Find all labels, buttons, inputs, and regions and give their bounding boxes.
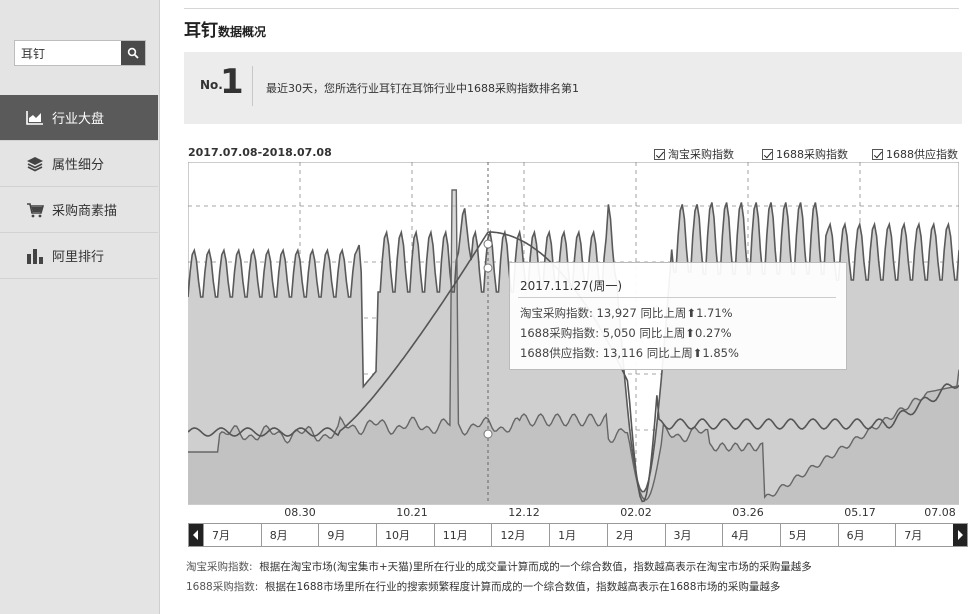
x-tick-label: 10.21	[396, 506, 428, 519]
timeline-slider[interactable]: 7月 8月 9月 10月 11月 12月 1月 2月 3月 4月 5月 6月 7月	[188, 523, 968, 547]
search-input[interactable]	[15, 41, 123, 65]
timeline-month[interactable]: 11月	[433, 524, 492, 546]
bar-chart-icon	[26, 248, 44, 264]
legend-label: 1688供应指数	[886, 148, 958, 161]
timeline-month[interactable]: 5月	[779, 524, 838, 546]
hover-marker	[483, 263, 493, 273]
rank-no-label: No.	[200, 78, 223, 92]
note-1688-purchase: 1688采购指数: 根据在1688市场里所在行业的搜索频繁程度计算而成的一个综合…	[186, 579, 780, 594]
note-text: 根据在1688市场里所在行业的搜索频繁程度计算而成的一个综合数值，指数越高表示在…	[264, 581, 781, 593]
timeline-month[interactable]: 7月	[203, 524, 261, 546]
chart-tooltip: 2017.11.27(周一) 淘宝采购指数: 13,927 同比上周⬆1.71%…	[509, 262, 847, 370]
tooltip-row-1688-supply: 1688供应指数: 13,116 同比上周⬆1.85%	[520, 345, 739, 361]
sidebar-item-attributes[interactable]: 属性细分	[0, 141, 158, 187]
x-tick-label: 03.26	[732, 506, 764, 519]
checkbox-checked-icon[interactable]	[872, 148, 883, 160]
page-title-sub: 数据概况	[218, 25, 267, 39]
arrow-up-icon: ⬆	[685, 326, 696, 340]
tooltip-label: 1688供应指数:	[520, 346, 600, 360]
sidebar-item-label: 采购商素描	[52, 204, 118, 219]
main-content: 耳钉数据概况 No. 1 最近30天，您所选行业耳钉在耳饰行业中1688采购指数…	[184, 0, 973, 614]
tooltip-label: 1688采购指数:	[520, 326, 600, 340]
timeline-month[interactable]: 3月	[664, 524, 723, 546]
sidebar-item-label: 行业大盘	[52, 112, 105, 127]
x-axis-labels: 08.30 10.21 12.12 02.02 03.26 05.17 07.08	[284, 506, 956, 519]
x-tick-label: 02.02	[620, 506, 652, 519]
tooltip-compare: 同比上周	[639, 326, 686, 340]
timeline-month[interactable]: 12月	[491, 524, 549, 546]
timeline-next-button[interactable]	[953, 524, 967, 546]
search-box	[14, 40, 146, 66]
sidebar: 行业大盘 属性细分 采购商素描 阿里排行	[0, 0, 160, 614]
legend-toggle-1688-purchase[interactable]: 1688采购指数	[762, 146, 848, 162]
x-tick-label: 12.12	[508, 506, 540, 519]
divider	[184, 8, 959, 9]
sidebar-item-industry-overview[interactable]: 行业大盘	[0, 95, 158, 141]
note-text: 根据在淘宝市场(淘宝集市+天猫)里所在行业的成交量计算而成的一个综合数值，指数越…	[259, 561, 812, 573]
divider	[252, 66, 253, 106]
hover-marker	[483, 239, 493, 249]
timeline-month[interactable]: 1月	[549, 524, 607, 546]
tooltip-value: 13,116	[602, 346, 644, 360]
legend-label: 1688采购指数	[776, 148, 848, 161]
tooltip-row-taobao: 淘宝采购指数: 13,927 同比上周⬆1.71%	[520, 305, 733, 321]
sidebar-item-label: 属性细分	[52, 158, 105, 173]
note-label: 1688采购指数:	[186, 581, 259, 593]
series-line-1688-supply	[188, 189, 959, 501]
area-chart-icon	[26, 110, 44, 126]
sidebar-item-ali-ranking[interactable]: 阿里排行	[0, 233, 158, 279]
rank-text: 最近30天，您所选行业耳钉在耳饰行业中1688采购指数排名第1	[266, 82, 579, 95]
legend-toggle-1688-supply[interactable]: 1688供应指数	[872, 146, 958, 162]
tooltip-pct: 1.71%	[696, 306, 733, 320]
rank-number: 1	[220, 62, 244, 102]
note-taobao: 淘宝采购指数: 根据在淘宝市场(淘宝集市+天猫)里所在行业的成交量计算而成的一个…	[186, 559, 812, 574]
legend-label: 淘宝采购指数	[668, 148, 734, 161]
timeline-month[interactable]: 2月	[606, 524, 665, 546]
series-area-1688-supply	[188, 190, 959, 504]
checkbox-checked-icon[interactable]	[654, 148, 665, 160]
rank-banner: No. 1 最近30天，您所选行业耳钉在耳饰行业中1688采购指数排名第1	[184, 52, 962, 124]
tooltip-date: 2017.11.27(周一)	[520, 279, 623, 293]
x-tick-label: 08.30	[284, 506, 316, 519]
cart-icon	[26, 202, 44, 218]
sidebar-item-buyer-profile[interactable]: 采购商素描	[0, 187, 158, 233]
tooltip-pct: 0.27%	[695, 326, 732, 340]
tooltip-compare: 同比上周	[646, 346, 693, 360]
page-title: 耳钉数据概况	[184, 16, 266, 41]
timeline-month[interactable]: 8月	[260, 524, 319, 546]
tooltip-pct: 1.85%	[702, 346, 739, 360]
divider	[518, 297, 836, 298]
page-title-main: 耳钉	[184, 21, 218, 41]
tooltip-value: 13,927	[596, 306, 637, 320]
timeline-month[interactable]: 7月	[895, 524, 953, 546]
hover-marker	[483, 429, 493, 439]
sidebar-item-label: 阿里排行	[52, 250, 105, 265]
checkbox-checked-icon[interactable]	[762, 148, 773, 160]
tooltip-value: 5,050	[602, 326, 636, 340]
chevron-right-icon	[958, 530, 963, 540]
tooltip-label: 淘宝采购指数:	[520, 306, 593, 320]
x-tick-label: 05.17	[844, 506, 876, 519]
timeline-month[interactable]: 4月	[722, 524, 780, 546]
search-icon	[127, 47, 139, 59]
search-button[interactable]	[121, 41, 145, 65]
timeline-month[interactable]: 6月	[837, 524, 896, 546]
chart-date-range: 2017.07.08-2018.07.08	[188, 146, 332, 159]
timeline-month[interactable]: 10月	[376, 524, 434, 546]
tooltip-row-1688-purchase: 1688采购指数: 5,050 同比上周⬆0.27%	[520, 325, 732, 341]
timeline-prev-button[interactable]	[189, 524, 203, 546]
layers-icon	[26, 156, 44, 172]
x-tick-label: 07.08	[924, 506, 956, 519]
note-label: 淘宝采购指数:	[186, 561, 253, 573]
chevron-left-icon	[193, 530, 198, 540]
legend-toggle-taobao[interactable]: 淘宝采购指数	[654, 146, 734, 162]
timeline-month[interactable]: 9月	[318, 524, 376, 546]
arrow-up-icon: ⬆	[686, 306, 697, 320]
arrow-up-icon: ⬆	[692, 346, 703, 360]
tooltip-compare: 同比上周	[640, 306, 687, 320]
